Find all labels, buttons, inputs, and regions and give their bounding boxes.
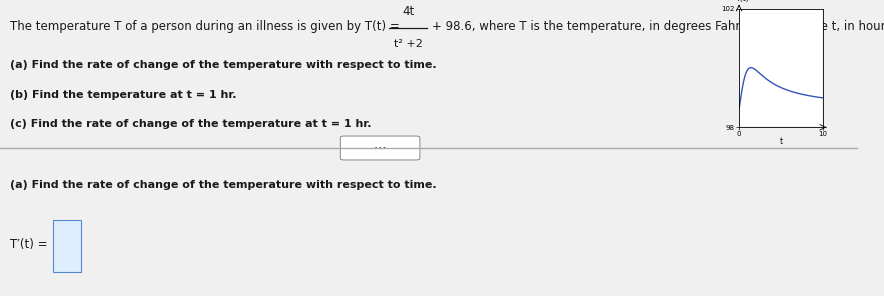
Text: (b) Find the temperature at t = 1 hr.: (b) Find the temperature at t = 1 hr.: [11, 90, 237, 100]
Text: + 98.6, where T is the temperature, in degrees Fahrenheit, at time t, in hours.: + 98.6, where T is the temperature, in d…: [432, 20, 884, 33]
FancyBboxPatch shape: [340, 136, 420, 160]
X-axis label: t: t: [780, 137, 782, 147]
FancyBboxPatch shape: [53, 220, 80, 272]
Text: t² +2: t² +2: [393, 39, 423, 49]
Text: (a) Find the rate of change of the temperature with respect to time.: (a) Find the rate of change of the tempe…: [11, 180, 437, 190]
Text: 4t: 4t: [402, 5, 415, 18]
Text: The temperature T of a person during an illness is given by T(t) =: The temperature T of a person during an …: [11, 20, 400, 33]
Text: T(t): T(t): [736, 0, 750, 3]
Text: (a) Find the rate of change of the temperature with respect to time.: (a) Find the rate of change of the tempe…: [11, 60, 437, 70]
Text: T′(t) =: T′(t) =: [11, 238, 48, 251]
Text: ⋯: ⋯: [374, 141, 386, 155]
Text: (c) Find the rate of change of the temperature at t = 1 hr.: (c) Find the rate of change of the tempe…: [11, 119, 372, 129]
